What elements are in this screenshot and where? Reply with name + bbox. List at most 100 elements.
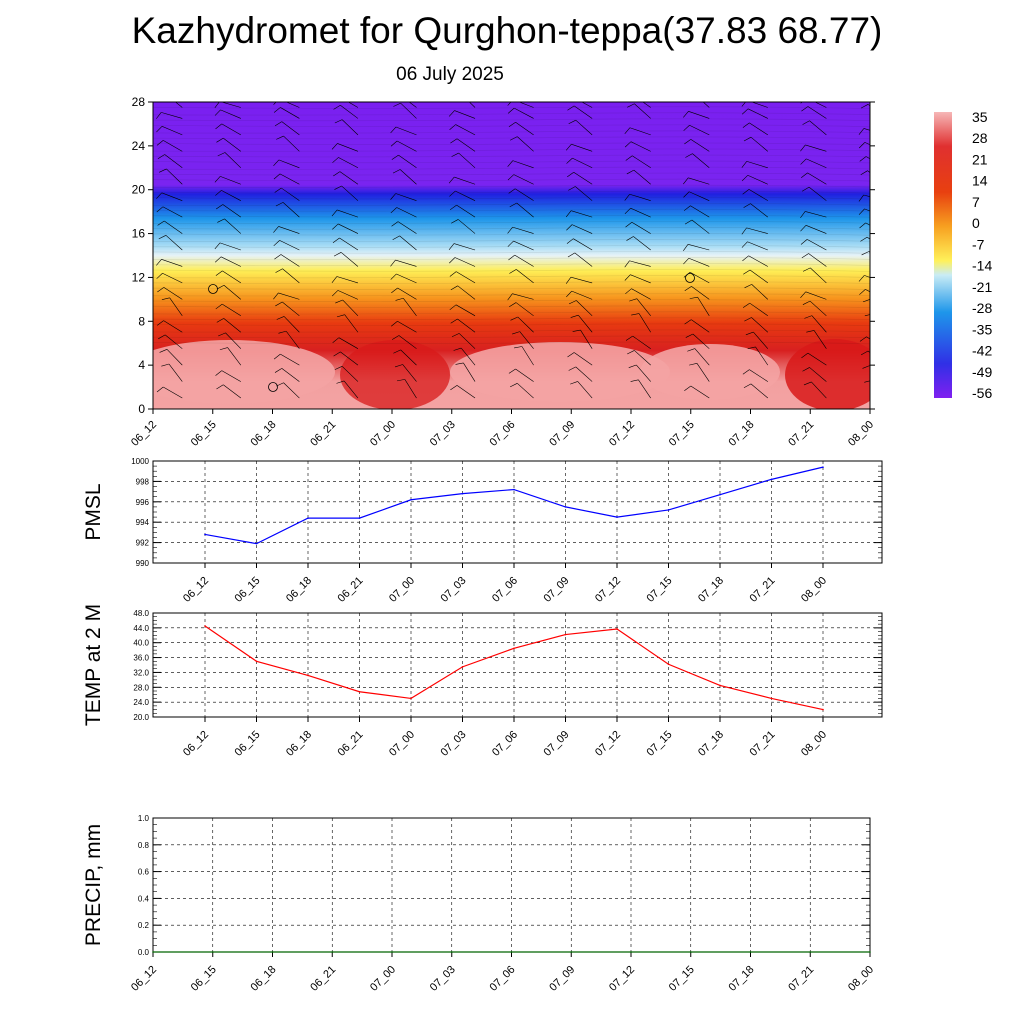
wind-barb <box>454 176 476 185</box>
temp2m-frame <box>152 612 883 718</box>
wind-barb-feather <box>568 119 576 125</box>
wind-barb-feather <box>744 317 752 322</box>
wind-barb <box>577 381 593 399</box>
wind-barb <box>221 190 241 201</box>
wind-barb <box>863 194 870 197</box>
wind-barb <box>283 382 300 399</box>
wind-barb <box>749 369 768 382</box>
precip-point <box>152 951 154 953</box>
wind-barb <box>285 102 300 108</box>
precip-point <box>749 951 752 953</box>
colorbar-label: -49 <box>972 364 992 380</box>
wind-barb <box>630 274 651 284</box>
wind-barb <box>865 156 870 160</box>
pmsl-point <box>616 516 618 518</box>
wind-barb <box>574 252 593 267</box>
x-tick-label: 06_21 <box>336 575 366 605</box>
wind-barb-feather <box>450 285 458 291</box>
wind-barb <box>341 366 359 382</box>
wind-barb <box>689 191 710 201</box>
wind-barb-feather <box>566 290 572 298</box>
wind-barb-feather <box>158 334 166 340</box>
colorbar <box>934 112 952 398</box>
y-tick-label: 28.0 <box>133 683 149 692</box>
wind-barb <box>398 335 417 349</box>
x-tick-label: 06_15 <box>189 419 219 449</box>
wind-barb-feather <box>512 331 520 335</box>
wind-barb <box>630 207 651 218</box>
wind-barb <box>749 302 768 317</box>
wind-barb <box>163 287 183 300</box>
x-tick-label: 06_12 <box>181 575 211 605</box>
contour-line <box>153 227 870 230</box>
wind-barb-feather <box>273 226 279 233</box>
precip-ylabel: PRECIP, mm <box>82 824 105 946</box>
wind-barb-feather <box>453 347 462 351</box>
wind-barb-feather <box>741 241 748 248</box>
wind-barb <box>396 207 417 218</box>
pmsl-point <box>358 517 361 519</box>
wind-barb-feather <box>802 120 810 125</box>
wind-barb-feather <box>392 94 399 98</box>
wind-barb <box>395 193 417 201</box>
wind-barb <box>400 349 417 366</box>
wind-barb <box>516 202 534 218</box>
wind-barb <box>746 227 768 234</box>
wind-barb-feather <box>216 137 224 143</box>
wind-barb <box>221 370 241 382</box>
wind-barb <box>636 364 651 382</box>
wind-barb <box>516 269 534 284</box>
wind-barb-feather <box>276 316 285 320</box>
wind-barb-feather <box>686 93 693 97</box>
wind-barb-feather <box>156 259 162 266</box>
wind-barb-feather <box>509 202 517 208</box>
wind-barb <box>457 318 476 333</box>
wind-barb <box>223 318 242 333</box>
x-tick-label: 06_21 <box>336 729 366 759</box>
x-tick-label: 07_00 <box>368 419 398 449</box>
wind-barb-feather <box>624 274 631 281</box>
wind-barb-feather <box>568 186 576 191</box>
calm-wind-marker <box>208 284 218 294</box>
wind-barb-feather <box>391 335 400 340</box>
wind-barb-feather <box>507 102 512 106</box>
wind-barb <box>809 367 827 382</box>
colorbar-label: -35 <box>972 321 992 337</box>
wind-barb <box>638 313 651 333</box>
wind-barb-feather <box>743 136 752 142</box>
wind-barb <box>340 252 359 267</box>
wind-barb-feather <box>390 140 398 147</box>
wind-barb-feather <box>509 136 518 141</box>
wind-barb <box>692 333 710 349</box>
wind-barb-feather <box>741 175 748 182</box>
temp2m-point <box>822 708 824 711</box>
wind-barb <box>578 314 593 333</box>
contour-line <box>153 341 870 345</box>
wind-barb <box>634 103 651 119</box>
contour-line <box>153 233 870 236</box>
pmsl-point <box>461 492 464 495</box>
wind-barb-feather <box>215 303 223 310</box>
x-tick-label: 07_09 <box>547 419 577 449</box>
wind-barb <box>517 383 534 399</box>
wind-barb-feather <box>627 350 635 355</box>
x-tick-label: 07_21 <box>786 964 816 994</box>
wind-barb <box>220 109 241 119</box>
x-tick-label: 07_18 <box>696 729 726 759</box>
wind-barb <box>460 347 476 366</box>
wind-barb <box>224 218 242 234</box>
x-tick-label: 07_21 <box>748 729 778 759</box>
temp2m-point <box>719 684 721 687</box>
wind-barb <box>688 257 710 267</box>
wind-barb-feather <box>449 124 456 131</box>
contour-line <box>153 220 870 224</box>
colorbar-label: -28 <box>972 300 992 316</box>
wind-barb-feather <box>802 367 810 372</box>
wind-barb-feather <box>566 157 573 164</box>
wind-barb-feather <box>448 243 455 251</box>
wind-barb <box>161 112 183 119</box>
wind-barb <box>342 299 359 317</box>
contour-line <box>153 311 870 315</box>
wind-barb-feather <box>273 240 280 247</box>
wind-barb-feather <box>450 385 458 391</box>
